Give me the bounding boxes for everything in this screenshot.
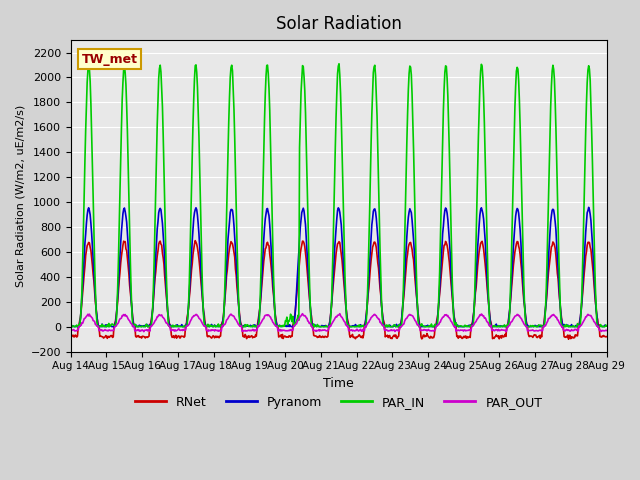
PAR_IN (335, 61, 343, 67)
RNet (67, 333, 75, 339)
Line: PAR_IN: PAR_IN (71, 64, 607, 326)
Pyranom (67, 324, 75, 329)
PAR_IN (132, 324, 140, 329)
Pyranom (68, 324, 76, 329)
PAR_OUT (77, 323, 84, 328)
RNet (404, 244, 412, 250)
Pyranom (215, 324, 223, 329)
RNet (191, 238, 199, 243)
RNet (603, 334, 611, 339)
Title: Solar Radiation: Solar Radiation (276, 15, 402, 33)
X-axis label: Time: Time (323, 377, 354, 390)
Pyranom (603, 323, 611, 329)
Pyranom (585, 204, 593, 210)
RNet (77, 314, 84, 320)
Line: RNet: RNet (71, 240, 607, 339)
PAR_IN (77, 305, 85, 311)
Pyranom (404, 214, 412, 220)
PAR_IN (215, 324, 223, 329)
Line: Pyranom: Pyranom (71, 207, 607, 326)
Pyranom (132, 323, 140, 328)
PAR_IN (603, 323, 611, 329)
Legend: RNet, Pyranom, PAR_IN, PAR_OUT: RNet, Pyranom, PAR_IN, PAR_OUT (130, 391, 547, 414)
PAR_IN (187, 217, 195, 223)
PAR_IN (421, 324, 429, 329)
PAR_IN (69, 324, 77, 329)
PAR_IN (67, 323, 75, 329)
RNet (132, 334, 140, 339)
PAR_OUT (603, 327, 611, 333)
Line: PAR_OUT: PAR_OUT (71, 313, 607, 332)
PAR_OUT (67, 328, 75, 334)
Pyranom (420, 324, 428, 329)
RNet (564, 336, 572, 342)
PAR_OUT (187, 317, 195, 323)
PAR_OUT (421, 327, 429, 333)
Pyranom (77, 304, 85, 310)
PAR_OUT (336, 311, 344, 316)
RNet (215, 335, 223, 341)
PAR_OUT (140, 329, 148, 335)
PAR_OUT (405, 312, 413, 318)
PAR_OUT (132, 328, 140, 334)
Y-axis label: Solar Radiation (W/m2, uE/m2/s): Solar Radiation (W/m2, uE/m2/s) (15, 105, 25, 287)
PAR_IN (405, 71, 413, 76)
RNet (186, 288, 194, 293)
RNet (420, 332, 428, 338)
Text: TW_met: TW_met (81, 53, 138, 66)
Pyranom (187, 266, 195, 272)
PAR_OUT (215, 327, 223, 333)
